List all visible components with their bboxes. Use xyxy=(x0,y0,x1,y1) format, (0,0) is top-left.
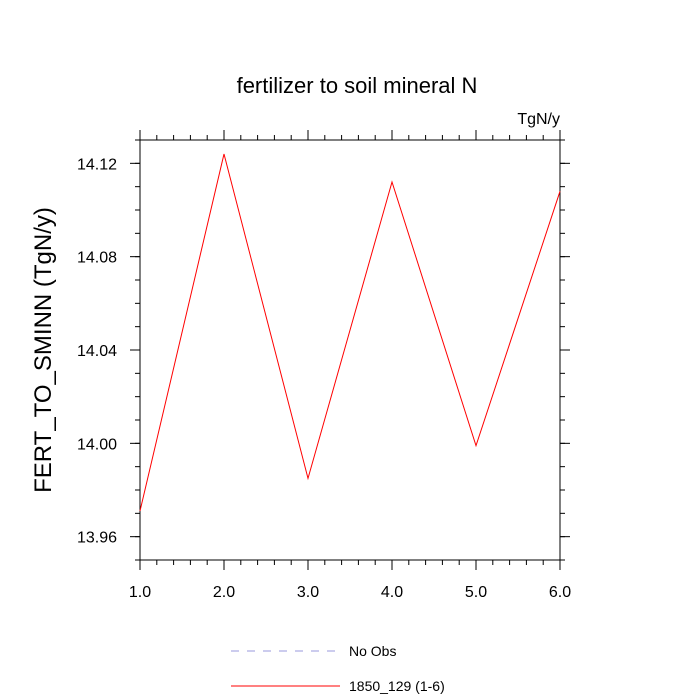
y-tick-label: 13.96 xyxy=(77,530,117,547)
y-tick-label: 14.00 xyxy=(77,436,117,453)
x-tick-label: 2.0 xyxy=(213,584,235,601)
units-label: TgN/y xyxy=(517,111,560,128)
plot-area xyxy=(139,139,561,561)
x-tick-label: 1.0 xyxy=(129,584,151,601)
y-axis-label: FERT_TO_SMINN (TgN/y) xyxy=(30,207,57,493)
y-axis: 13.96 14.00 14.04 14.08 14.12 xyxy=(77,139,570,561)
x-tick-label: 3.0 xyxy=(297,584,319,601)
chart-title: fertilizer to soil mineral N xyxy=(237,73,478,98)
y-tick-label: 14.08 xyxy=(77,250,117,267)
legend-label: No Obs xyxy=(349,643,396,659)
x-tick-label: 4.0 xyxy=(381,584,403,601)
series-line xyxy=(139,153,561,512)
y-tick-label: 14.04 xyxy=(77,343,117,360)
y-tick-label: 14.12 xyxy=(77,156,117,173)
x-tick-label: 6.0 xyxy=(549,584,571,601)
x-axis: 1.0 2.0 3.0 4.0 5.0 6.0 xyxy=(129,130,571,601)
series-group xyxy=(139,153,561,512)
plot-frame xyxy=(139,139,561,561)
legend: No Obs 1850_129 (1-6) xyxy=(231,643,445,694)
x-tick-label: 5.0 xyxy=(465,584,487,601)
legend-label: 1850_129 (1-6) xyxy=(349,678,445,694)
